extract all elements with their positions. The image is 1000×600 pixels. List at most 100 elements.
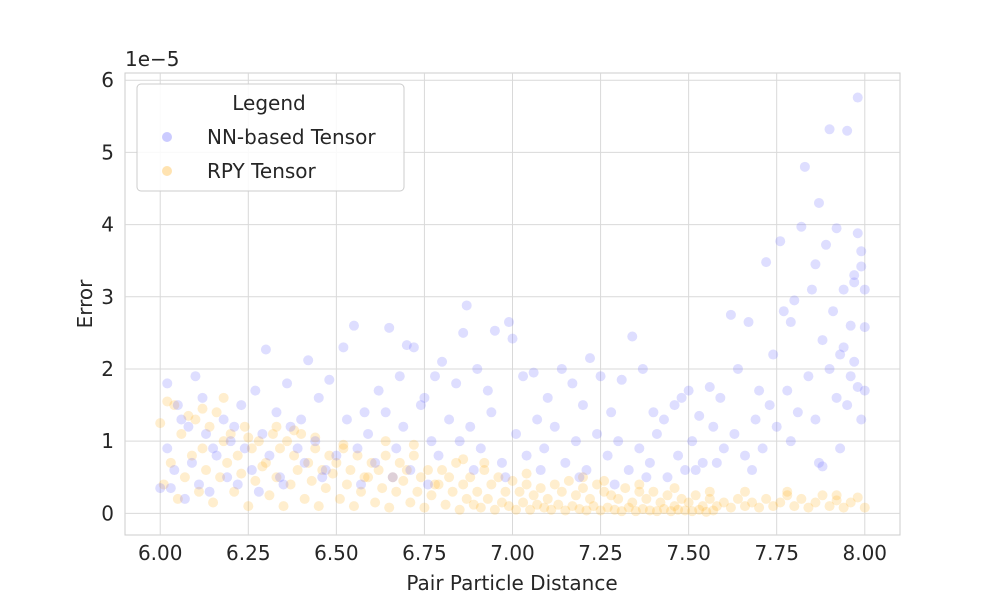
y-tick-label: 6: [101, 68, 114, 92]
data-point-rpy-tensor: [313, 501, 324, 512]
data-point-nn-based-tensor: [775, 236, 786, 247]
data-point-nn-based-tensor: [595, 371, 606, 382]
data-point-nn-based-tensor: [451, 378, 462, 389]
data-point-nn-based-tensor: [849, 270, 860, 281]
data-point-rpy-tensor: [817, 490, 828, 501]
data-point-rpy-tensor: [232, 450, 243, 461]
data-point-nn-based-tensor: [352, 443, 363, 454]
data-point-nn-based-tensor: [179, 493, 190, 504]
series-rpy-tensor: [155, 392, 870, 517]
data-point-rpy-tensor: [697, 501, 708, 512]
data-point-rpy-tensor: [363, 472, 374, 483]
data-point-rpy-tensor: [549, 479, 560, 490]
data-point-nn-based-tensor: [496, 457, 507, 468]
data-point-rpy-tensor: [718, 497, 729, 508]
data-point-rpy-tensor: [599, 475, 610, 486]
y-axis-label: Error: [73, 279, 97, 329]
data-point-nn-based-tensor: [757, 443, 768, 454]
data-point-rpy-tensor: [440, 499, 451, 510]
data-point-nn-based-tensor: [275, 472, 285, 483]
data-point-nn-based-tensor: [616, 374, 627, 385]
data-point-nn-based-tensor: [486, 407, 497, 418]
data-point-nn-based-tensor: [348, 320, 359, 331]
legend-title: Legend: [232, 91, 305, 115]
data-point-rpy-tensor: [651, 506, 662, 517]
data-point-nn-based-tensor: [162, 443, 173, 454]
data-point-nn-based-tensor: [676, 392, 687, 403]
data-point-nn-based-tensor: [518, 371, 529, 382]
data-point-rpy-tensor: [193, 486, 204, 497]
data-point-rpy-tensor: [468, 499, 479, 510]
data-point-rpy-tensor: [740, 501, 750, 512]
data-point-rpy-tensor: [370, 497, 381, 508]
data-point-nn-based-tensor: [373, 385, 384, 396]
data-point-rpy-tensor: [630, 506, 641, 517]
data-point-rpy-tensor: [690, 490, 701, 501]
data-point-rpy-tensor: [398, 475, 409, 486]
data-point-rpy-tensor: [732, 493, 743, 504]
data-point-nn-based-tensor: [613, 436, 624, 447]
data-point-nn-based-tensor: [662, 472, 673, 483]
data-point-nn-based-tensor: [338, 342, 349, 353]
data-point-nn-based-tensor: [211, 450, 222, 461]
data-point-rpy-tensor: [236, 468, 247, 479]
data-point-rpy-tensor: [669, 483, 680, 494]
data-point-rpy-tensor: [634, 486, 645, 497]
data-point-nn-based-tensor: [257, 428, 268, 439]
data-point-rpy-tensor: [687, 506, 698, 517]
data-point-rpy-tensor: [525, 504, 536, 515]
data-point-rpy-tensor: [426, 490, 437, 501]
data-point-nn-based-tensor: [535, 465, 546, 476]
data-point-rpy-tensor: [267, 428, 278, 439]
data-point-rpy-tensor: [595, 505, 606, 516]
legend-label-nn-based-tensor: NN-based Tensor: [207, 125, 376, 149]
data-point-nn-based-tensor: [845, 320, 856, 331]
data-point-rpy-tensor: [225, 428, 236, 439]
data-point-rpy-tensor: [282, 436, 293, 447]
data-point-rpy-tensor: [412, 486, 423, 497]
x-tick-label: 7.25: [578, 541, 623, 565]
data-point-rpy-tensor: [405, 497, 416, 508]
data-point-nn-based-tensor: [817, 335, 828, 346]
data-point-rpy-tensor: [338, 443, 349, 454]
data-point-nn-based-tensor: [549, 421, 560, 432]
data-point-rpy-tensor: [292, 465, 303, 476]
y-tick-labels: 0 1 2 3 4 5 6: [101, 68, 114, 525]
data-point-rpy-tensor: [641, 493, 652, 504]
data-point-nn-based-tensor: [282, 378, 293, 389]
data-point-nn-based-tensor: [556, 363, 567, 374]
data-point-nn-based-tensor: [570, 436, 581, 447]
data-point-nn-based-tensor: [778, 306, 789, 317]
data-point-rpy-tensor: [592, 479, 603, 490]
data-point-nn-based-tensor: [606, 407, 617, 418]
data-point-nn-based-tensor: [532, 414, 543, 425]
data-point-nn-based-tensor: [803, 371, 814, 382]
data-point-rpy-tensor: [356, 486, 367, 497]
data-point-rpy-tensor: [165, 457, 176, 468]
data-point-nn-based-tensor: [577, 400, 588, 411]
data-point-nn-based-tensor: [162, 378, 173, 389]
data-point-nn-based-tensor: [310, 436, 321, 447]
data-point-rpy-tensor: [662, 490, 673, 501]
data-point-nn-based-tensor: [852, 92, 863, 103]
data-point-rpy-tensor: [546, 504, 557, 515]
data-point-nn-based-tensor: [831, 223, 842, 234]
data-point-rpy-tensor: [201, 465, 212, 476]
data-point-nn-based-tensor: [430, 371, 440, 382]
data-point-rpy-tensor: [155, 418, 166, 429]
data-point-rpy-tensor: [289, 450, 300, 461]
data-point-rpy-tensor: [458, 454, 469, 465]
data-point-nn-based-tensor: [401, 340, 412, 351]
data-point-rpy-tensor: [585, 493, 595, 504]
data-point-nn-based-tensor: [852, 382, 863, 393]
data-point-rpy-tensor: [218, 392, 229, 403]
data-point-rpy-tensor: [542, 493, 553, 504]
data-point-rpy-tensor: [669, 501, 680, 512]
data-point-rpy-tensor: [377, 483, 388, 494]
data-point-rpy-tensor: [447, 486, 458, 497]
legend-box: [136, 83, 405, 192]
data-point-nn-based-tensor: [658, 414, 669, 425]
data-point-nn-based-tensor: [835, 349, 846, 360]
data-point-rpy-tensor: [250, 475, 261, 486]
